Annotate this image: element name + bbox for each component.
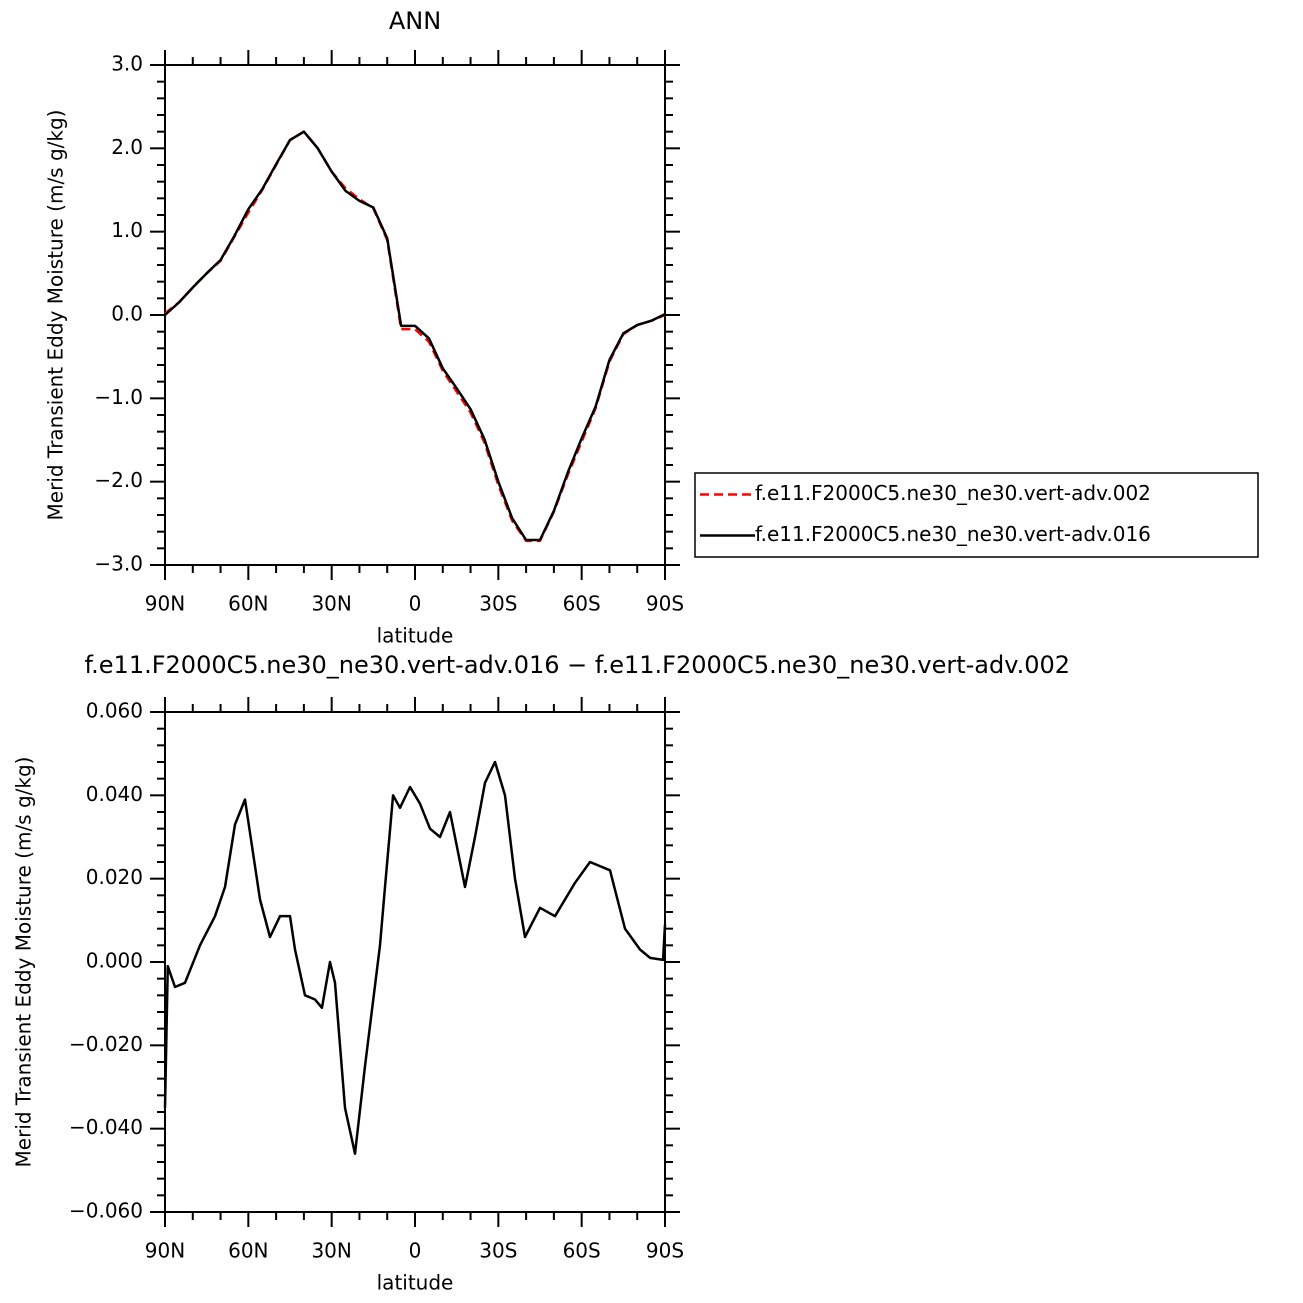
x-tick-label: 30S — [479, 1239, 517, 1263]
y-tick-label: 1.0 — [111, 218, 143, 242]
legend-box — [694, 472, 1259, 558]
y-tick-label: 0.040 — [86, 782, 143, 806]
x-tick-label: 90S — [646, 592, 684, 616]
y-tick-label: −2.0 — [94, 468, 143, 492]
y-tick-label: 3.0 — [111, 52, 143, 76]
y-tick-label: 0.0 — [111, 302, 143, 326]
y-tick-label: 0.060 — [86, 699, 143, 723]
x-tick-label: 90N — [145, 592, 185, 616]
series-line — [164, 130, 666, 543]
series-line — [164, 130, 666, 542]
x-tick-label: 30N — [311, 592, 351, 616]
plot-frame — [164, 64, 666, 566]
x-tick-label: 30S — [479, 592, 517, 616]
y-tick-label: −0.040 — [69, 1115, 143, 1139]
legend-label: f.e11.F2000C5.ne30_ne30.vert-adv.002 — [755, 481, 1151, 505]
x-tick-label: 60N — [228, 1239, 268, 1263]
chart-title: ANN — [389, 7, 441, 35]
y-tick-label: 0.020 — [86, 865, 143, 889]
x-tick-label: 60N — [228, 592, 268, 616]
plot-frame — [164, 711, 666, 1213]
y-tick-label: −0.020 — [69, 1032, 143, 1056]
legend-label: f.e11.F2000C5.ne30_ne30.vert-adv.016 — [755, 522, 1151, 546]
x-tick-label: 90S — [646, 1239, 684, 1263]
x-axis-label: latitude — [377, 624, 454, 648]
x-tick-label: 90N — [145, 1239, 185, 1263]
x-tick-label: 60S — [563, 1239, 601, 1263]
x-tick-label: 60S — [563, 592, 601, 616]
y-tick-label: −3.0 — [94, 552, 143, 576]
y-tick-label: 2.0 — [111, 135, 143, 159]
x-tick-label: 0 — [409, 1239, 422, 1263]
y-tick-label: −1.0 — [94, 385, 143, 409]
y-axis-label: Merid Transient Eddy Moisture (m/s g/kg) — [44, 110, 68, 521]
x-tick-label: 0 — [409, 592, 422, 616]
y-axis-label: Merid Transient Eddy Moisture (m/s g/kg) — [12, 757, 36, 1168]
y-tick-label: −0.060 — [69, 1199, 143, 1223]
series-line — [163, 760, 667, 1155]
y-tick-label: 0.000 — [86, 949, 143, 973]
x-axis-label: latitude — [377, 1271, 454, 1295]
chart-title: f.e11.F2000C5.ne30_ne30.vert-adv.016 − f… — [84, 651, 1070, 679]
x-tick-label: 30N — [311, 1239, 351, 1263]
